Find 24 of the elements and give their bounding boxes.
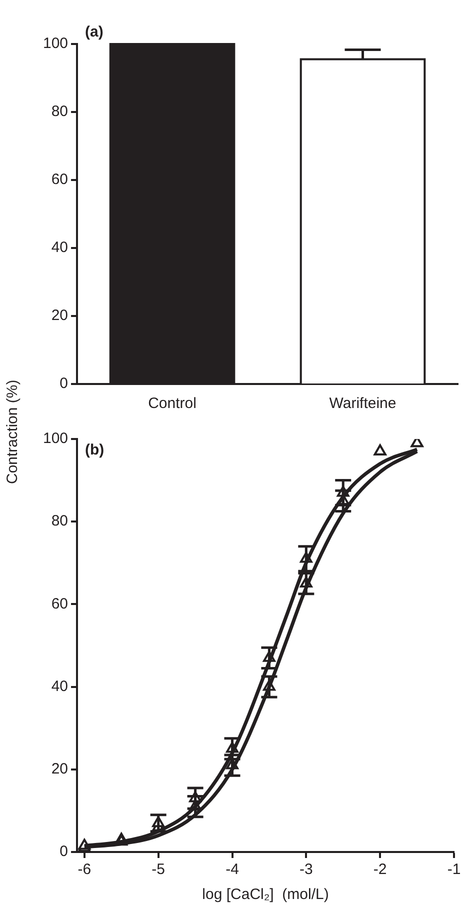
y-tick-label: 60 xyxy=(51,171,68,188)
x-tick-label: -4 xyxy=(226,861,239,878)
y-tick-label: 100 xyxy=(42,430,68,448)
y-tick-label: 40 xyxy=(51,239,68,256)
y-tick-label: 20 xyxy=(51,307,68,324)
x-tick-label: -1 xyxy=(447,861,461,878)
chart-title: (b) xyxy=(85,442,104,459)
x-tick-label: Warifteine xyxy=(329,395,396,412)
y-tick-label: 0 xyxy=(60,843,68,860)
x-axis-title: log [CaCl₂] (mol/L) xyxy=(202,886,329,904)
y-tick-label: 80 xyxy=(51,103,68,120)
y-tick-label: 40 xyxy=(51,678,68,695)
y-axis-title: Contraction (%) xyxy=(4,380,21,484)
y-tick-label: 0 xyxy=(60,375,68,392)
x-tick-label: -5 xyxy=(152,861,166,878)
y-tick-label: 20 xyxy=(51,760,68,778)
y-tick-label: 100 xyxy=(42,35,68,52)
x-tick-label: -3 xyxy=(299,861,313,878)
chart-title: (a) xyxy=(85,24,104,41)
x-tick-label: -6 xyxy=(78,861,92,878)
y-tick-label: 80 xyxy=(51,512,68,530)
x-tick-label: -2 xyxy=(373,861,387,878)
x-tick-label: Control xyxy=(148,395,196,412)
y-tick-label: 60 xyxy=(51,595,68,612)
